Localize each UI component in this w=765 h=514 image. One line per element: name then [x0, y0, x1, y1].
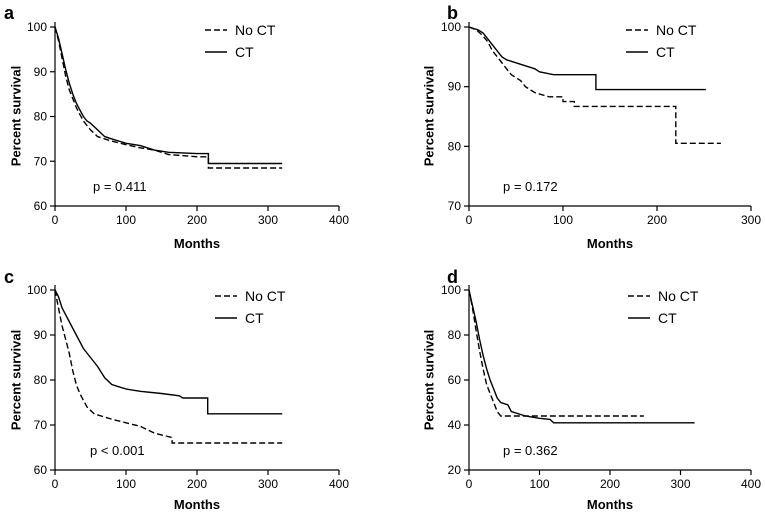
x-axis-title: Months: [587, 497, 633, 512]
panel-letter: d: [447, 267, 458, 287]
panel-d: d 0 100 200 300 400 20 40 60 80 100 Months Percent s…: [421, 267, 761, 512]
y-tick-label: 20: [448, 463, 462, 477]
y-tick-label: 100: [441, 20, 461, 34]
y-tick-label: 80: [34, 110, 48, 124]
y-tick-label: 90: [34, 65, 48, 79]
x-tick-label: 200: [187, 477, 207, 491]
y-tick-label: 80: [448, 328, 462, 342]
x-tick-label: 0: [466, 477, 473, 491]
legend-label: CT: [656, 44, 675, 60]
x-axis-title: Months: [174, 497, 220, 512]
panel-b: b 0 100 200 300 70 80 90 100 Months Percent surviv…: [421, 3, 761, 251]
series-line-no-ct: [468, 289, 644, 417]
x-tick-label: 300: [670, 477, 690, 491]
y-axis-title: Percent survival: [421, 330, 436, 430]
y-tick-label: 90: [34, 328, 48, 342]
x-axis-title: Months: [587, 236, 633, 251]
y-tick-label: 80: [34, 373, 48, 387]
y-tick-label: 60: [34, 199, 48, 213]
legend-label: No CT: [656, 22, 697, 38]
panel-a: a 0 100 200 300 400 60 70 80 90 100 Months Percent s…: [4, 3, 349, 251]
p-value-annotation: p = 0.362: [503, 443, 558, 458]
series-line-no-ct: [54, 289, 283, 444]
series-line-no-ct: [468, 26, 721, 144]
y-tick-label: 40: [448, 418, 462, 432]
y-tick-label: 80: [448, 139, 462, 153]
x-tick-label: 100: [529, 477, 549, 491]
y-tick-label: 60: [448, 373, 462, 387]
legend-label: No CT: [245, 288, 286, 304]
panel-letter: a: [4, 3, 15, 23]
x-tick-label: 0: [52, 213, 59, 227]
p-value-annotation: p < 0.001: [90, 443, 145, 458]
y-tick-label: 100: [27, 283, 47, 297]
y-tick-label: 100: [27, 20, 47, 34]
y-tick-label: 60: [34, 463, 48, 477]
legend-label: No CT: [658, 288, 699, 304]
x-axis-title: Months: [174, 236, 220, 251]
x-tick-label: 0: [466, 213, 473, 227]
p-value-annotation: p = 0.411: [93, 179, 147, 194]
y-axis-title: Percent survival: [8, 330, 23, 430]
x-tick-label: 200: [600, 477, 620, 491]
panel-letter: b: [447, 3, 458, 23]
legend-label: No CT: [235, 22, 276, 38]
series-line-ct: [54, 289, 283, 415]
x-tick-label: 300: [258, 213, 278, 227]
series-line-no-ct: [54, 26, 283, 169]
x-tick-label: 400: [741, 477, 761, 491]
x-tick-label: 200: [187, 213, 207, 227]
x-tick-label: 300: [741, 213, 761, 227]
series-line-ct: [54, 26, 283, 165]
x-tick-label: 400: [329, 477, 349, 491]
y-axis-title: Percent survival: [421, 66, 436, 166]
x-tick-label: 0: [52, 477, 59, 491]
p-value-annotation: p = 0.172: [503, 179, 558, 194]
legend-label: CT: [245, 310, 264, 326]
series-line-ct: [468, 289, 695, 424]
legend-label: CT: [235, 44, 254, 60]
panel-letter: c: [4, 267, 14, 287]
y-tick-label: 100: [441, 283, 461, 297]
legend-label: CT: [658, 310, 677, 326]
x-tick-label: 200: [647, 213, 667, 227]
y-tick-label: 70: [34, 154, 48, 168]
x-tick-label: 400: [329, 213, 349, 227]
y-axis-title: Percent survival: [8, 66, 23, 166]
x-tick-label: 300: [258, 477, 278, 491]
series-line-ct: [468, 26, 706, 91]
y-tick-label: 90: [448, 80, 462, 94]
y-tick-label: 70: [448, 199, 462, 213]
y-tick-label: 70: [34, 418, 48, 432]
x-tick-label: 100: [116, 213, 136, 227]
x-tick-label: 100: [553, 213, 573, 227]
panel-c: c 0 100 200 300 400 60 70 80 90 100 Months Percent s…: [4, 267, 349, 512]
x-tick-label: 100: [116, 477, 136, 491]
